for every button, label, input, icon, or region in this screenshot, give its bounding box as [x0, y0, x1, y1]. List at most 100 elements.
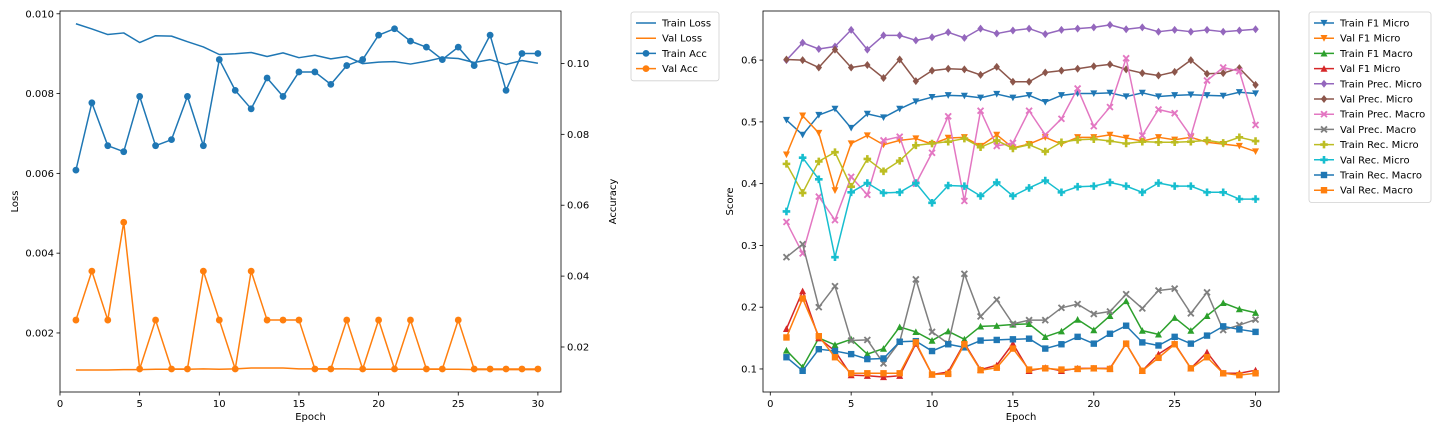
series-train-rec-micro: [782, 133, 1260, 197]
data-point-train-rec-macro: [896, 338, 903, 345]
data-point-train-prec-macro: [1041, 131, 1049, 139]
data-point-val-acc: [502, 365, 510, 373]
legend-entry-train-f1-micro: Train F1 Micro: [1314, 19, 1409, 30]
data-point-train-prec-macro: [782, 218, 791, 226]
data-point-train-prec-macro: [1187, 132, 1195, 140]
data-point-val-rec-macro: [912, 339, 920, 346]
data-point-val-rec-micro: [1170, 182, 1179, 190]
data-point-train-f1-micro: [896, 105, 904, 113]
data-point-train-prec-micro: [864, 45, 871, 54]
data-point-val-f1-micro: [799, 112, 807, 120]
legend-label: Val Rec. Macro: [1340, 186, 1413, 197]
data-point-val-rec-macro: [945, 370, 952, 378]
data-point-val-prec-macro: [1074, 300, 1082, 308]
plot-frame: [59, 10, 562, 393]
data-point-val-acc: [184, 365, 191, 373]
legend-entry-val-f1-micro: Val F1 Micro: [1314, 34, 1400, 45]
legend-label: Val F1 Micro: [1340, 34, 1400, 45]
data-point-train-acc: [454, 43, 462, 51]
data-point-val-rec-macro: [928, 371, 936, 378]
data-point-val-prec-micro: [928, 66, 936, 75]
data-point-val-rec-macro: [831, 354, 839, 361]
data-point-train-rec-macro: [1236, 326, 1243, 333]
plot-frame: [762, 10, 1280, 393]
x-tick-label: 15: [293, 399, 306, 410]
data-point-val-prec-micro: [815, 63, 823, 72]
data-point-train-prec-micro: [977, 24, 984, 33]
data-point-train-acc: [88, 99, 96, 107]
legend-marker: [1320, 171, 1328, 179]
data-point-val-prec-micro: [1219, 69, 1227, 78]
data-point-train-acc: [311, 68, 319, 76]
data-point-val-f1-micro: [815, 129, 823, 137]
data-point-train-acc: [136, 93, 144, 100]
data-point-train-prec-micro: [799, 38, 806, 47]
data-point-train-acc: [279, 93, 287, 100]
data-point-val-rec-micro: [1154, 179, 1163, 187]
data-point-train-f1-macro: [1235, 305, 1243, 313]
data-point-train-prec-micro: [1106, 20, 1114, 29]
data-point-val-rec-micro: [1025, 184, 1033, 192]
data-point-val-rec-micro: [1203, 188, 1211, 197]
data-point-val-prec-micro: [831, 45, 839, 54]
data-point-train-acc: [343, 62, 351, 69]
data-point-train-acc: [199, 142, 207, 150]
data-point-train-prec-micro: [815, 44, 823, 53]
loss-accuracy-chart: 0 5 10 15 20 25 30 0.002 0.004 0.006 0.008 0.010 0.0…: [10, 9, 619, 423]
data-point-train-prec-macro: [1106, 103, 1114, 111]
legend-frame: [1308, 11, 1432, 203]
data-point-train-f1-macro: [880, 345, 888, 352]
data-point-val-acc: [168, 365, 175, 373]
data-point-val-acc: [247, 267, 255, 275]
data-point-train-f1-macro: [782, 346, 790, 354]
data-point-val-rec-macro: [1025, 366, 1033, 373]
data-point-train-prec-macro: [879, 136, 888, 145]
data-point-train-rec-micro: [1187, 137, 1195, 146]
data-point-val-rec-macro: [1139, 367, 1146, 375]
y2-axis-label: Accuracy: [608, 179, 619, 225]
data-point-train-prec-macro: [831, 216, 839, 224]
data-point-train-rec-macro: [928, 347, 936, 355]
data-point-train-rec-macro: [1139, 339, 1146, 346]
data-point-val-acc: [263, 316, 271, 324]
legend-entry-val-rec-macro: Val Rec. Macro: [1314, 186, 1413, 197]
data-point-val-rec-macro: [1058, 366, 1065, 373]
data-point-train-prec-micro: [1236, 26, 1243, 35]
legend-marker: [1320, 65, 1328, 72]
legend-label: Train Acc: [661, 49, 707, 60]
y2-tick-label: 0.06: [567, 201, 589, 212]
data-point-val-acc: [199, 267, 207, 275]
data-point-train-prec-macro: [1025, 107, 1033, 115]
series-train-loss: [75, 23, 539, 66]
legend-label: Train Prec. Macro: [1339, 110, 1425, 121]
data-point-train-f1-micro: [1106, 89, 1114, 97]
legend-entry-train-rec-macro: Train Rec. Macro: [1314, 171, 1422, 182]
data-point-val-rec-macro: [799, 295, 806, 302]
data-point-val-rec-micro: [976, 192, 985, 200]
data-point-val-prec-macro: [1009, 320, 1017, 328]
data-point-train-f1-micro: [831, 105, 839, 113]
data-point-val-acc: [231, 365, 239, 373]
data-point-val-prec-micro: [1074, 64, 1081, 73]
data-point-train-rec-micro: [782, 160, 791, 168]
data-point-train-prec-micro: [1252, 25, 1259, 34]
data-point-train-rec-micro: [1251, 137, 1260, 145]
data-point-val-prec-micro: [847, 63, 855, 72]
data-point-val-rec-micro: [1089, 182, 1098, 190]
data-point-train-f1-macro: [993, 322, 1001, 329]
data-point-train-f1-micro: [993, 90, 1001, 98]
data-point-train-acc: [72, 166, 80, 174]
data-point-val-acc: [534, 365, 542, 373]
data-point-train-rec-macro: [799, 367, 806, 375]
data-point-train-f1-macro: [1041, 333, 1049, 340]
data-point-val-acc: [104, 316, 112, 324]
data-point-train-rec-micro: [798, 189, 807, 197]
data-point-train-rec-macro: [1025, 335, 1033, 342]
data-point-train-f1-macro: [1074, 316, 1082, 323]
data-point-val-f1-micro: [880, 373, 888, 381]
legend-marker: [1320, 49, 1328, 57]
scores-chart: 0 5 10 15 20 25 30 0.1 0.2 0.3 0.4 0.5 0.6 Epoch Score: [725, 10, 1280, 423]
data-point-train-rec-macro: [1252, 328, 1259, 336]
data-point-train-f1-macro: [1203, 312, 1211, 319]
